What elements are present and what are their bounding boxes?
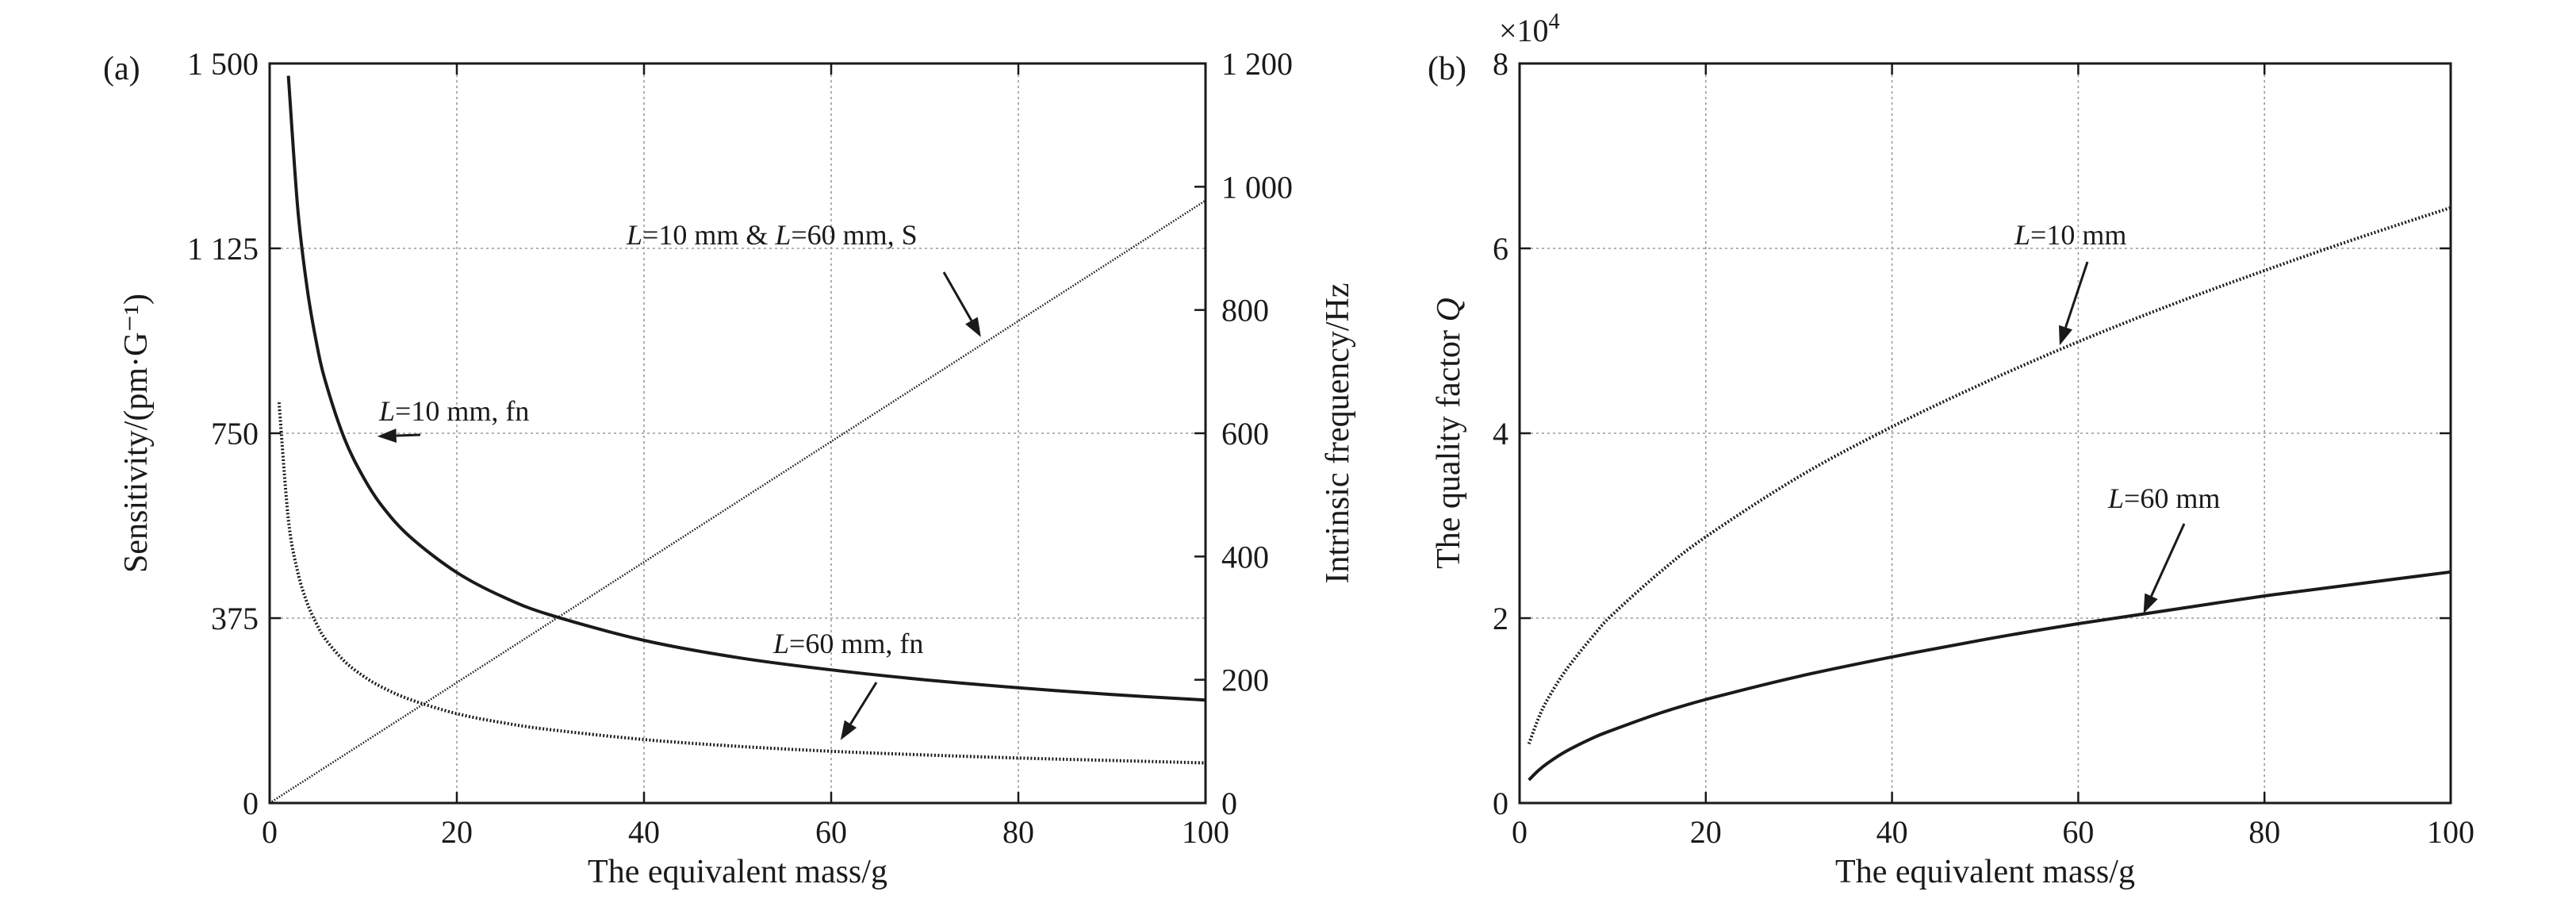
panel-a-series [269, 75, 1206, 805]
panel-a-x-axis-label: The equivalent mass/g [588, 854, 887, 890]
panel-b: 0 20 40 60 80 100 0 2 4 6 8 (b) ×104 The equivalen… [1428, 10, 2474, 890]
panel-b-grid [1520, 63, 2451, 803]
panel-a-annotation-0-arrow [396, 433, 421, 437]
panel-a-y2-tick-label: 1 000 [1221, 169, 1293, 205]
panel-a-y2-tick-label: 1 200 [1221, 46, 1293, 82]
panel-a-x-tick-label: 40 [628, 814, 660, 850]
panel-b-series-0-line [1527, 206, 2451, 745]
panel-a-x-tick-label: 80 [1002, 814, 1034, 850]
panel-b-multiplier: ×104 [1499, 10, 1560, 48]
panel-a-y-tick-label: 1 500 [187, 46, 259, 82]
panel-b-x-tick-label: 40 [1876, 814, 1908, 850]
panel-b-annotation-0: L=10 mm [2014, 219, 2126, 251]
panel-b-annotations: L=10 mm L=60 mm [2014, 219, 2220, 614]
panel-a-annotation-1-arrowhead [840, 720, 857, 740]
panel-a-y-axis-label: Sensitivity/(pm·G⁻¹) [118, 294, 155, 573]
panel-a-y2-tick-label: 400 [1221, 539, 1269, 574]
panel-a-y2-tick-label: 0 [1221, 786, 1237, 821]
panel-b-ticks: 0 20 40 60 80 100 0 2 4 6 8 [1493, 46, 2474, 850]
panel-b-annotation-1-arrow [2150, 523, 2186, 597]
panel-a-x-tick-label: 0 [262, 814, 278, 850]
panel-a-annotation-0-arrowhead [377, 428, 397, 443]
panel-a-y2-tick-label: 200 [1221, 663, 1269, 698]
panel-a-annotation-2-arrow [942, 271, 973, 321]
panel-b-y-tick-label: 8 [1493, 46, 1508, 82]
panel-a-annotation-2: L=10 mm & L=60 mm, S [626, 219, 918, 251]
panel-a-annotations: L=10 mm, fn L=60 mm, fn L=10 mm & L=60 mm,… [377, 219, 981, 740]
panel-b-y-axis-label: The quality factor Q [1431, 298, 1467, 569]
panel-a-x-tick-label: 20 [441, 814, 473, 850]
panel-a-y2-tick-label: 800 [1221, 293, 1269, 329]
panel-b-series [1527, 206, 2451, 782]
panel-b-annotation-0-arrowhead [2059, 325, 2072, 346]
panel-b-x-tick-label: 20 [1690, 814, 1722, 850]
panel-a-annotation-1-arrow [849, 682, 878, 725]
panel-a-series-0-line [286, 75, 1206, 702]
panel-b-y-tick-label: 2 [1493, 601, 1508, 636]
panel-b-x-tick-label: 60 [2062, 814, 2094, 850]
panel-a-annotation-2-arrowhead [965, 317, 981, 337]
panel-a-x-tick-label: 60 [815, 814, 847, 850]
panel-a-annotation-0: L=10 mm, fn [378, 395, 529, 427]
panel-b-annotation-0-arrow [2064, 261, 2089, 329]
panel-a-tag: (a) [103, 51, 140, 87]
panel-a-annotation-1: L=60 mm, fn [772, 628, 923, 659]
panel-a-y2-axis-label: Intrinsic frequency/Hz [1320, 282, 1356, 583]
panel-b-series-1-line [1528, 570, 2451, 782]
panel-b-x-axis-label: The equivalent mass/g [1835, 854, 2135, 890]
panel-a-series-2-line [269, 199, 1206, 805]
panel-a-series-1-line [277, 402, 1206, 765]
panel-b-x-tick-label: 100 [2427, 814, 2474, 850]
panel-a-x-tick-label: 100 [1182, 814, 1229, 850]
panel-a-grid [270, 63, 1206, 803]
panel-a-y-tick-label: 1 125 [187, 231, 259, 267]
panel-b-x-tick-label: 80 [2248, 814, 2280, 850]
panel-b-annotation-1: L=60 mm [2107, 482, 2220, 514]
panel-b-y-tick-label: 4 [1493, 416, 1508, 452]
panel-b-y-tick-label: 0 [1493, 786, 1508, 821]
panel-a-y-tick-label: 375 [211, 601, 259, 636]
panel-a-y2-tick-label: 600 [1221, 416, 1269, 452]
panel-a-y-tick-label: 750 [211, 416, 259, 452]
panel-b-y-tick-label: 6 [1493, 231, 1508, 267]
panel-b-annotation-1-arrowhead [2143, 593, 2158, 614]
panel-b-x-tick-label: 0 [1512, 814, 1528, 850]
panel-a-y-tick-label: 0 [243, 786, 259, 821]
panel-b-tag: (b) [1428, 51, 1466, 87]
